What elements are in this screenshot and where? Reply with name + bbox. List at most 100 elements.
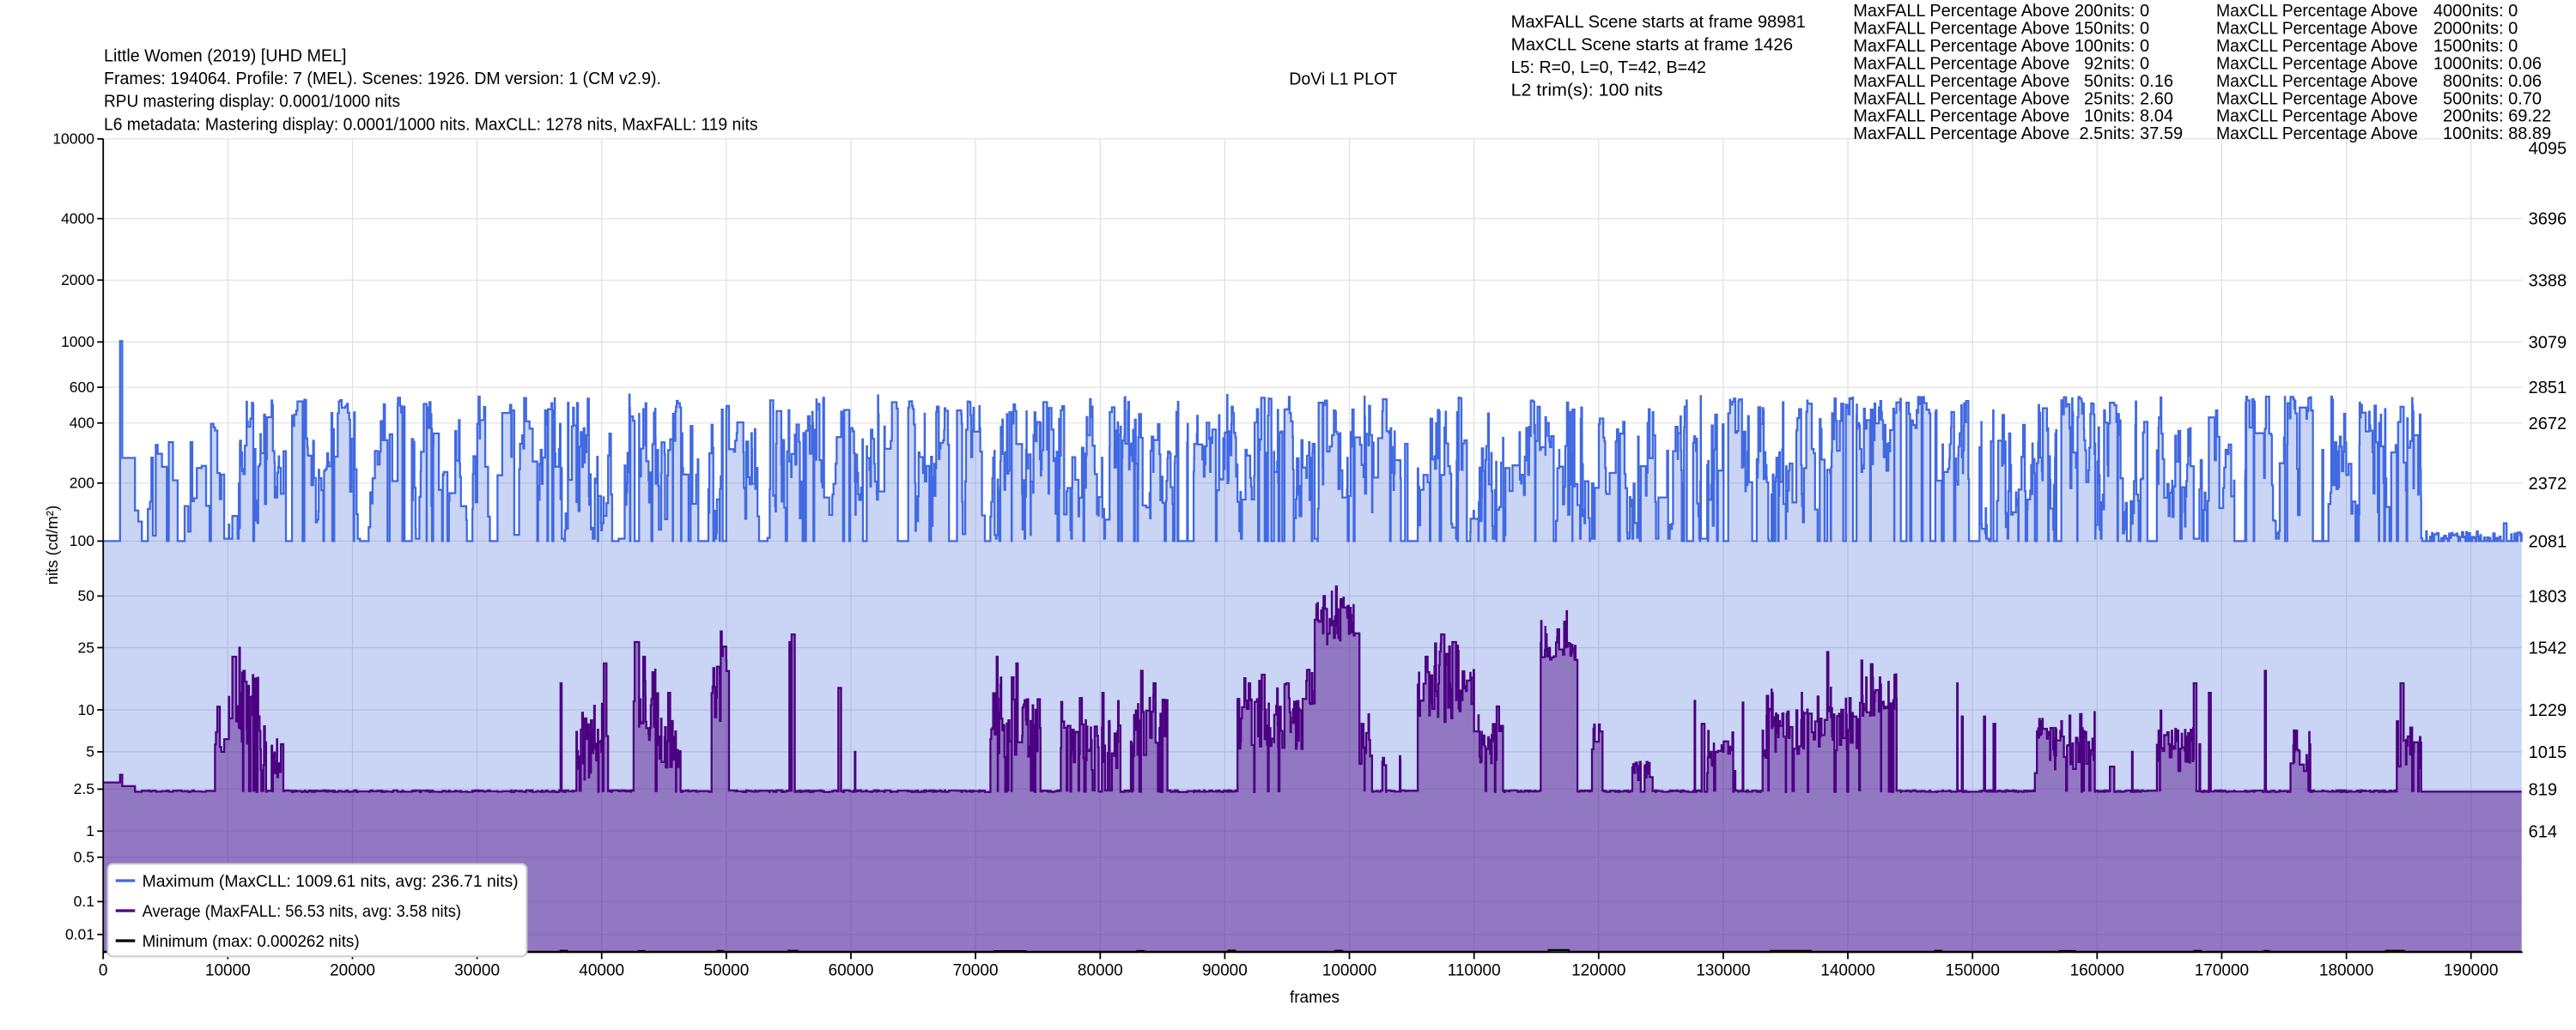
svg-text:2672: 2672 bbox=[2529, 415, 2567, 433]
svg-text:nits (cd/m²): nits (cd/m²) bbox=[43, 506, 61, 585]
svg-text:5: 5 bbox=[86, 743, 94, 760]
svg-text:150000: 150000 bbox=[1945, 962, 1999, 980]
svg-text:0.1: 0.1 bbox=[74, 893, 94, 910]
svg-text:MaxFALL Percentage Above: MaxFALL Percentage Above bbox=[1853, 72, 2069, 91]
svg-text:150: 150 bbox=[2075, 20, 2103, 39]
svg-text:RPU mastering display: 0.0001/: RPU mastering display: 0.0001/1000 nits bbox=[104, 93, 400, 112]
svg-text:819: 819 bbox=[2529, 780, 2557, 799]
svg-text:L2 trim(s): 100 nits: L2 trim(s): 100 nits bbox=[1511, 82, 1663, 100]
svg-text:25: 25 bbox=[2084, 89, 2103, 108]
svg-text:2000: 2000 bbox=[61, 271, 94, 288]
svg-text:50: 50 bbox=[2084, 72, 2103, 91]
svg-text:100000: 100000 bbox=[1322, 962, 1376, 980]
svg-text:160000: 160000 bbox=[2070, 962, 2124, 980]
svg-text:nits: 88.89: nits: 88.89 bbox=[2472, 124, 2551, 143]
svg-text:L6 metadata: Mastering display: L6 metadata: Mastering display: 0.0001/1… bbox=[104, 115, 758, 134]
svg-text:2851: 2851 bbox=[2529, 379, 2567, 397]
svg-text:nits: 0.06: nits: 0.06 bbox=[2472, 72, 2542, 91]
svg-text:1542: 1542 bbox=[2529, 639, 2567, 658]
svg-text:1500: 1500 bbox=[2433, 37, 2472, 56]
svg-text:50: 50 bbox=[78, 587, 95, 604]
svg-text:MaxFALL Percentage Above: MaxFALL Percentage Above bbox=[1853, 20, 2069, 39]
svg-text:10: 10 bbox=[2084, 107, 2103, 126]
svg-text:20000: 20000 bbox=[330, 962, 375, 980]
svg-text:600: 600 bbox=[70, 379, 94, 396]
svg-text:614: 614 bbox=[2529, 822, 2557, 841]
svg-text:3696: 3696 bbox=[2529, 210, 2567, 229]
svg-text:MaxCLL Percentage Above: MaxCLL Percentage Above bbox=[2216, 20, 2418, 39]
svg-text:110000: 110000 bbox=[1448, 962, 1501, 980]
svg-text:MaxCLL Scene starts at frame 1: MaxCLL Scene starts at frame 1426 bbox=[1511, 36, 1794, 55]
svg-text:MaxFALL Percentage Above: MaxFALL Percentage Above bbox=[1853, 2, 2069, 21]
svg-text:60000: 60000 bbox=[829, 962, 874, 980]
svg-text:200: 200 bbox=[70, 475, 94, 492]
svg-text:nits: 0: nits: 0 bbox=[2104, 55, 2149, 74]
svg-text:Maximum (MaxCLL: 1009.61 nits,: Maximum (MaxCLL: 1009.61 nits, avg: 236.… bbox=[143, 873, 519, 891]
svg-text:nits: 0: nits: 0 bbox=[2472, 20, 2518, 39]
svg-text:400: 400 bbox=[70, 415, 94, 432]
svg-text:2372: 2372 bbox=[2529, 475, 2567, 494]
svg-text:L5: R=0, L=0, T=42, B=42: L5: R=0, L=0, T=42, B=42 bbox=[1511, 58, 1706, 77]
svg-text:2.5: 2.5 bbox=[2079, 124, 2103, 143]
svg-text:200: 200 bbox=[2075, 2, 2103, 21]
svg-text:nits: 0: nits: 0 bbox=[2104, 37, 2149, 56]
svg-text:80000: 80000 bbox=[1078, 962, 1123, 980]
svg-text:120000: 120000 bbox=[1571, 962, 1625, 980]
svg-text:130000: 130000 bbox=[1696, 962, 1750, 980]
svg-text:MaxCLL Percentage Above: MaxCLL Percentage Above bbox=[2216, 72, 2418, 91]
svg-text:frames: frames bbox=[1290, 989, 1340, 1007]
svg-text:25: 25 bbox=[78, 639, 94, 656]
svg-text:nits: 0: nits: 0 bbox=[2104, 20, 2149, 39]
svg-text:3388: 3388 bbox=[2529, 271, 2567, 290]
svg-text:4000: 4000 bbox=[61, 210, 94, 227]
svg-text:10: 10 bbox=[78, 701, 95, 718]
svg-text:170000: 170000 bbox=[2195, 962, 2249, 980]
svg-text:DoVi L1 PLOT: DoVi L1 PLOT bbox=[1289, 70, 1397, 88]
svg-text:nits: 0.70: nits: 0.70 bbox=[2472, 89, 2542, 108]
svg-text:1015: 1015 bbox=[2529, 743, 2567, 762]
svg-text:1: 1 bbox=[86, 822, 94, 839]
svg-text:MaxFALL Scene starts at frame: MaxFALL Scene starts at frame 98981 bbox=[1511, 13, 1806, 32]
svg-text:MaxCLL Percentage Above: MaxCLL Percentage Above bbox=[2216, 2, 2418, 21]
svg-text:10000: 10000 bbox=[205, 962, 251, 980]
svg-text:MaxCLL Percentage Above: MaxCLL Percentage Above bbox=[2216, 107, 2418, 126]
svg-text:40000: 40000 bbox=[579, 962, 624, 980]
svg-text:nits: 0: nits: 0 bbox=[2104, 2, 2149, 21]
svg-text:90000: 90000 bbox=[1202, 962, 1248, 980]
svg-text:1803: 1803 bbox=[2529, 587, 2567, 606]
svg-text:MaxCLL Percentage Above: MaxCLL Percentage Above bbox=[2216, 37, 2418, 56]
svg-text:100: 100 bbox=[2443, 124, 2471, 143]
svg-text:30000: 30000 bbox=[454, 962, 500, 980]
svg-text:1000: 1000 bbox=[61, 333, 94, 350]
svg-text:4095: 4095 bbox=[2529, 140, 2567, 159]
svg-text:nits: 69.22: nits: 69.22 bbox=[2472, 107, 2551, 126]
svg-text:0: 0 bbox=[99, 962, 108, 980]
svg-text:100: 100 bbox=[2075, 37, 2103, 56]
svg-text:Little Women (2019) [UHD MEL]: Little Women (2019) [UHD MEL] bbox=[104, 46, 347, 65]
svg-text:Minimum (max: 0.000262 nits): Minimum (max: 0.000262 nits) bbox=[143, 933, 360, 951]
svg-text:nits: 2.60: nits: 2.60 bbox=[2104, 89, 2173, 108]
svg-text:92: 92 bbox=[2084, 55, 2103, 74]
svg-text:2081: 2081 bbox=[2529, 532, 2567, 551]
svg-text:140000: 140000 bbox=[1820, 962, 1874, 980]
svg-text:nits: 37.59: nits: 37.59 bbox=[2104, 124, 2183, 143]
svg-text:100: 100 bbox=[70, 532, 94, 549]
svg-text:nits: 8.04: nits: 8.04 bbox=[2104, 107, 2173, 126]
svg-text:nits: 0: nits: 0 bbox=[2472, 2, 2518, 21]
svg-text:10000: 10000 bbox=[52, 130, 94, 148]
svg-text:3079: 3079 bbox=[2529, 333, 2567, 352]
svg-text:2000: 2000 bbox=[2433, 20, 2472, 39]
svg-text:70000: 70000 bbox=[953, 962, 999, 980]
svg-text:2.5: 2.5 bbox=[74, 780, 94, 797]
svg-text:1000: 1000 bbox=[2433, 55, 2472, 74]
svg-text:MaxFALL Percentage Above: MaxFALL Percentage Above bbox=[1853, 107, 2069, 126]
svg-text:500: 500 bbox=[2443, 89, 2471, 108]
svg-text:MaxCLL Percentage Above: MaxCLL Percentage Above bbox=[2216, 55, 2418, 74]
svg-text:200: 200 bbox=[2443, 107, 2471, 126]
svg-text:MaxFALL Percentage Above: MaxFALL Percentage Above bbox=[1853, 55, 2069, 74]
svg-text:MaxCLL Percentage Above: MaxCLL Percentage Above bbox=[2216, 124, 2418, 143]
svg-text:0.5: 0.5 bbox=[74, 849, 94, 866]
svg-text:nits: 0.06: nits: 0.06 bbox=[2472, 55, 2542, 74]
svg-text:nits: 0: nits: 0 bbox=[2472, 37, 2518, 56]
svg-text:MaxCLL Percentage Above: MaxCLL Percentage Above bbox=[2216, 89, 2418, 108]
